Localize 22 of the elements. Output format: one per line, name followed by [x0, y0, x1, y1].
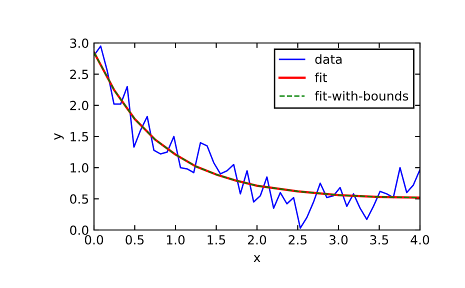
legend-label: data — [315, 54, 342, 64]
y-tick-label: 2.5 — [70, 70, 88, 80]
x-axis-title: x — [254, 255, 260, 262]
legend-label: fit-with-bounds — [314, 90, 408, 101]
y-tick-label: 0.0 — [70, 225, 88, 235]
y-tick-label: 1.0 — [70, 163, 88, 173]
x-tick-label: 4.0 — [410, 235, 430, 245]
y-tick-label: 1.5 — [70, 132, 88, 142]
y-tick-label: 3.0 — [70, 38, 88, 48]
y-tick-label: 2.0 — [70, 100, 88, 110]
x-tick-label: 2.0 — [248, 235, 266, 245]
x-tick-label: 1.0 — [166, 235, 185, 245]
x-tick-label: 3.5 — [370, 235, 388, 245]
line-series — [94, 45, 420, 229]
legend-label: fit — [314, 72, 328, 82]
y-axis-title: y — [54, 133, 64, 140]
y-tick-label: 0.5 — [70, 194, 88, 204]
x-tick-label: 1.5 — [208, 235, 226, 245]
x-tick-label: 0.5 — [126, 235, 144, 245]
x-tick-label: 3.0 — [330, 235, 348, 245]
x-tick-label: 2.5 — [288, 235, 307, 245]
x-tick-label: 0.0 — [84, 235, 104, 245]
